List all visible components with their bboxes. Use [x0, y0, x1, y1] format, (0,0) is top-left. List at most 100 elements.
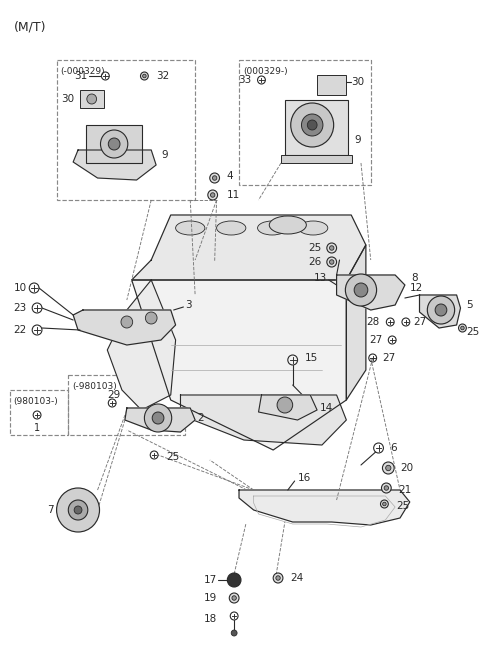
Text: 1: 1 [34, 423, 40, 433]
Text: 3: 3 [185, 300, 192, 310]
Text: 9: 9 [354, 135, 361, 145]
Circle shape [382, 483, 391, 493]
Circle shape [329, 246, 334, 250]
Ellipse shape [269, 216, 306, 234]
Bar [10, 390, 68, 435]
Text: 27: 27 [369, 335, 383, 345]
Ellipse shape [299, 221, 328, 235]
Circle shape [385, 465, 391, 471]
Circle shape [383, 462, 394, 474]
Text: 22: 22 [13, 325, 27, 335]
Text: (980103-): (980103-) [13, 397, 59, 406]
Text: 27: 27 [414, 317, 427, 327]
Text: 19: 19 [204, 593, 216, 603]
Bar [317, 75, 347, 95]
Text: 16: 16 [298, 473, 311, 483]
Ellipse shape [216, 221, 246, 235]
Polygon shape [132, 215, 366, 280]
Text: 10: 10 [13, 283, 27, 293]
Bar [239, 60, 371, 185]
Text: 6: 6 [390, 443, 397, 453]
Bar [281, 155, 352, 163]
Circle shape [427, 296, 455, 324]
Text: 5: 5 [467, 300, 473, 310]
Text: 25: 25 [467, 327, 480, 337]
Text: 33: 33 [239, 75, 252, 85]
Text: 14: 14 [320, 403, 333, 413]
Circle shape [384, 485, 388, 490]
Circle shape [210, 173, 219, 183]
Text: 2: 2 [197, 413, 204, 423]
Text: 25: 25 [396, 501, 409, 511]
Polygon shape [132, 280, 347, 450]
Polygon shape [73, 310, 176, 345]
Circle shape [208, 190, 217, 200]
Circle shape [57, 488, 99, 532]
Bar [86, 125, 143, 163]
Text: 28: 28 [366, 317, 380, 327]
Text: 17: 17 [204, 575, 216, 585]
Text: 21: 21 [398, 485, 411, 495]
Text: (M/T): (M/T) [13, 20, 46, 33]
Circle shape [291, 103, 334, 147]
Circle shape [346, 274, 377, 306]
Circle shape [277, 397, 293, 413]
Circle shape [68, 500, 88, 520]
Circle shape [144, 404, 172, 432]
Text: 20: 20 [400, 463, 413, 473]
Text: 29: 29 [108, 390, 120, 400]
Text: 30: 30 [351, 77, 364, 87]
Text: 13: 13 [313, 273, 327, 283]
Circle shape [327, 257, 336, 267]
Text: 11: 11 [227, 190, 240, 200]
Circle shape [100, 130, 128, 158]
Circle shape [145, 312, 157, 324]
Circle shape [213, 176, 217, 180]
Bar [57, 60, 195, 200]
Text: (000329-): (000329-) [243, 67, 288, 76]
Text: 31: 31 [74, 71, 88, 81]
Text: (-980103): (-980103) [72, 382, 117, 391]
Bar [68, 375, 185, 435]
Circle shape [307, 120, 317, 130]
Polygon shape [239, 490, 410, 525]
Circle shape [108, 138, 120, 150]
Text: 26: 26 [309, 257, 322, 267]
Polygon shape [180, 395, 347, 445]
Text: 27: 27 [383, 353, 396, 363]
Circle shape [143, 74, 146, 78]
Circle shape [141, 72, 148, 80]
Text: 7: 7 [47, 505, 54, 515]
Polygon shape [259, 395, 317, 420]
Polygon shape [125, 408, 195, 432]
Circle shape [383, 502, 386, 506]
Text: 4: 4 [227, 171, 233, 181]
Circle shape [381, 500, 388, 508]
Circle shape [458, 324, 467, 332]
Circle shape [232, 596, 236, 600]
Circle shape [228, 573, 241, 587]
Circle shape [301, 114, 323, 136]
Circle shape [152, 412, 164, 424]
Text: 25: 25 [166, 452, 179, 462]
Circle shape [327, 243, 336, 253]
Circle shape [229, 593, 239, 603]
Circle shape [211, 193, 215, 197]
Text: 12: 12 [410, 283, 423, 293]
Circle shape [231, 630, 237, 636]
Ellipse shape [176, 221, 205, 235]
Text: 15: 15 [304, 353, 318, 363]
Polygon shape [73, 150, 156, 180]
Circle shape [273, 573, 283, 583]
Circle shape [121, 316, 132, 328]
Text: 8: 8 [412, 273, 419, 283]
Text: 30: 30 [61, 94, 74, 104]
Circle shape [276, 576, 280, 581]
Circle shape [435, 304, 447, 316]
Circle shape [329, 260, 334, 264]
Circle shape [461, 326, 464, 330]
Circle shape [74, 506, 82, 514]
Text: 18: 18 [204, 614, 216, 624]
Polygon shape [420, 295, 460, 328]
Text: 23: 23 [13, 303, 27, 313]
